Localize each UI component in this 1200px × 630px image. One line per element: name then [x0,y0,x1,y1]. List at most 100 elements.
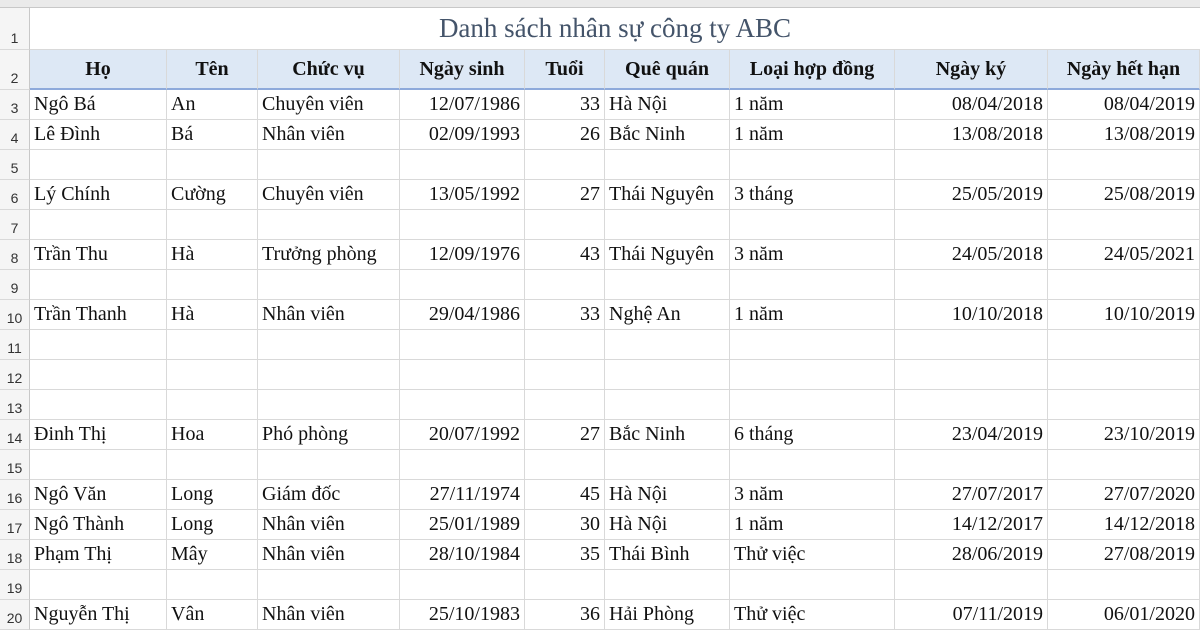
row-number[interactable]: 2 [0,50,30,90]
cell[interactable] [400,360,525,390]
row-number[interactable]: 11 [0,330,30,360]
cell[interactable]: 3 tháng [730,180,895,210]
cell[interactable] [30,570,167,600]
cell[interactable]: 26 [525,120,605,150]
cell[interactable] [400,570,525,600]
cell[interactable]: 14/12/2018 [1048,510,1200,540]
cell[interactable] [258,450,400,480]
sheet-title[interactable]: Danh sách nhân sự công ty ABC [30,8,1200,50]
cell[interactable] [258,360,400,390]
cell[interactable] [30,450,167,480]
row-number[interactable]: 9 [0,270,30,300]
cell[interactable]: Hà [167,300,258,330]
cell[interactable] [167,330,258,360]
cell[interactable]: Chuyên viên [258,180,400,210]
cell[interactable] [605,270,730,300]
cell[interactable]: Thử việc [730,600,895,630]
cell[interactable] [895,360,1048,390]
cell[interactable] [400,330,525,360]
cell[interactable]: Nghệ An [605,300,730,330]
cell[interactable]: Lê Đình [30,120,167,150]
cell[interactable]: 06/01/2020 [1048,600,1200,630]
cell[interactable]: 28/10/1984 [400,540,525,570]
cell[interactable] [525,570,605,600]
cell[interactable]: 02/09/1993 [400,120,525,150]
cell[interactable]: 1 năm [730,120,895,150]
cell[interactable]: Nguyễn Thị [30,600,167,630]
cell[interactable]: 25/10/1983 [400,600,525,630]
cell[interactable]: 36 [525,600,605,630]
cell[interactable]: 27 [525,180,605,210]
row-number[interactable]: 8 [0,240,30,270]
row-number[interactable]: 18 [0,540,30,570]
cell[interactable]: 1 năm [730,90,895,120]
row-number[interactable]: 3 [0,90,30,120]
row-number[interactable]: 12 [0,360,30,390]
column-header[interactable]: Ngày ký [895,50,1048,90]
cell[interactable]: 23/04/2019 [895,420,1048,450]
cell[interactable] [30,330,167,360]
cell[interactable] [167,570,258,600]
cell[interactable] [730,330,895,360]
cell[interactable]: Đinh Thị [30,420,167,450]
cell[interactable] [1048,390,1200,420]
cell[interactable]: 07/11/2019 [895,600,1048,630]
cell[interactable]: Hải Phòng [605,600,730,630]
cell[interactable] [258,570,400,600]
row-number[interactable]: 15 [0,450,30,480]
cell[interactable]: Bá [167,120,258,150]
cell[interactable]: Nhân viên [258,120,400,150]
cell[interactable] [258,390,400,420]
cell[interactable]: 25/08/2019 [1048,180,1200,210]
cell[interactable]: 29/04/1986 [400,300,525,330]
cell[interactable]: Thái Nguyên [605,180,730,210]
row-number[interactable]: 7 [0,210,30,240]
cell[interactable]: Hà [167,240,258,270]
cell[interactable] [605,210,730,240]
cell[interactable] [605,570,730,600]
cell[interactable] [258,330,400,360]
cell[interactable] [30,360,167,390]
cell[interactable] [1048,570,1200,600]
cell[interactable]: 25/01/1989 [400,510,525,540]
row-number[interactable]: 19 [0,570,30,600]
row-number[interactable]: 5 [0,150,30,180]
column-header[interactable]: Chức vụ [258,50,400,90]
cell[interactable] [167,450,258,480]
cell[interactable]: 43 [525,240,605,270]
row-number[interactable]: 13 [0,390,30,420]
cell[interactable]: 45 [525,480,605,510]
cell[interactable] [730,150,895,180]
cell[interactable] [30,270,167,300]
cell[interactable]: Thử việc [730,540,895,570]
cell[interactable]: 1 năm [730,300,895,330]
cell[interactable] [525,330,605,360]
cell[interactable]: 6 tháng [730,420,895,450]
cell[interactable]: 24/05/2021 [1048,240,1200,270]
cell[interactable]: Nhân viên [258,540,400,570]
cell[interactable] [30,390,167,420]
cell[interactable] [605,330,730,360]
cell[interactable]: Lý Chính [30,180,167,210]
cell[interactable] [1048,210,1200,240]
cell[interactable]: Ngô Bá [30,90,167,120]
cell[interactable]: Trưởng phòng [258,240,400,270]
cell[interactable]: Phó phòng [258,420,400,450]
row-number[interactable]: 10 [0,300,30,330]
cell[interactable]: Thái Nguyên [605,240,730,270]
cell[interactable]: Vân [167,600,258,630]
cell[interactable] [525,390,605,420]
cell[interactable]: 28/06/2019 [895,540,1048,570]
cell[interactable]: Long [167,480,258,510]
cell[interactable]: 10/10/2018 [895,300,1048,330]
cell[interactable]: 1 năm [730,510,895,540]
cell[interactable]: 30 [525,510,605,540]
column-header[interactable]: Tên [167,50,258,90]
cell[interactable]: Bắc Ninh [605,420,730,450]
cell[interactable]: Nhân viên [258,600,400,630]
cell[interactable]: Phạm Thị [30,540,167,570]
cell[interactable]: 13/08/2019 [1048,120,1200,150]
column-header[interactable]: Quê quán [605,50,730,90]
cell[interactable] [525,360,605,390]
cell[interactable] [258,150,400,180]
